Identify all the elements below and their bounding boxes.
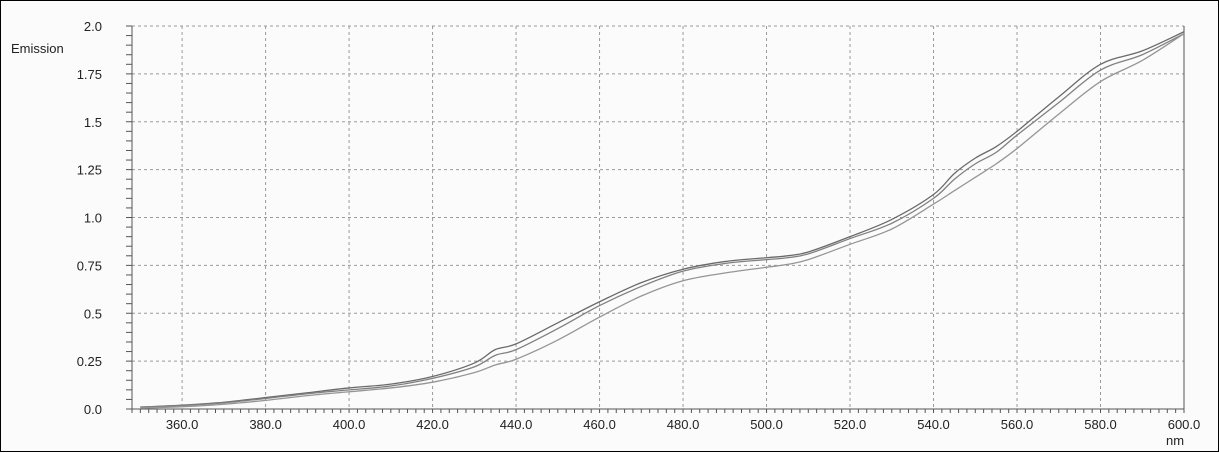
y-tick-label: 1.0	[84, 211, 102, 226]
axes	[126, 25, 1185, 413]
x-tick-label: 460.0	[583, 417, 616, 432]
grid	[132, 25, 1185, 410]
x-tick-label: 540.0	[917, 417, 950, 432]
y-tick-label: 1.75	[77, 67, 102, 82]
x-tick-label: 380.0	[249, 417, 282, 432]
series-line-2	[140, 33, 1185, 408]
x-tick-label: 500.0	[750, 417, 783, 432]
x-tick-label: 360.0	[166, 417, 199, 432]
x-tick-label: 600.0	[1168, 417, 1201, 432]
x-tick-label: 560.0	[1001, 417, 1034, 432]
x-tick-label: 480.0	[667, 417, 700, 432]
series-line-3	[140, 33, 1185, 409]
y-tick-label: 0.75	[77, 258, 102, 273]
series-lines	[140, 31, 1185, 409]
x-tick-label: 420.0	[416, 417, 449, 432]
series-line-1	[140, 31, 1185, 408]
y-tick-label: 0.0	[84, 402, 102, 417]
y-tick-label: 2.0	[84, 19, 102, 34]
y-axis-label: Emission	[11, 41, 64, 56]
x-axis-label: nm	[1166, 433, 1184, 448]
x-tick-label: 440.0	[500, 417, 533, 432]
x-tick-label: 400.0	[333, 417, 366, 432]
tick-labels: 360.0 380.0 400.0 420.0 440.0 460.0 480.0 500.0…	[77, 19, 1201, 432]
x-tick-label: 520.0	[834, 417, 867, 432]
y-tick-label: 1.25	[77, 163, 102, 178]
y-tick-label: 0.5	[84, 306, 102, 321]
y-tick-label: 1.5	[84, 115, 102, 130]
x-tick-label: 580.0	[1084, 417, 1117, 432]
y-tick-label: 0.25	[77, 354, 102, 369]
